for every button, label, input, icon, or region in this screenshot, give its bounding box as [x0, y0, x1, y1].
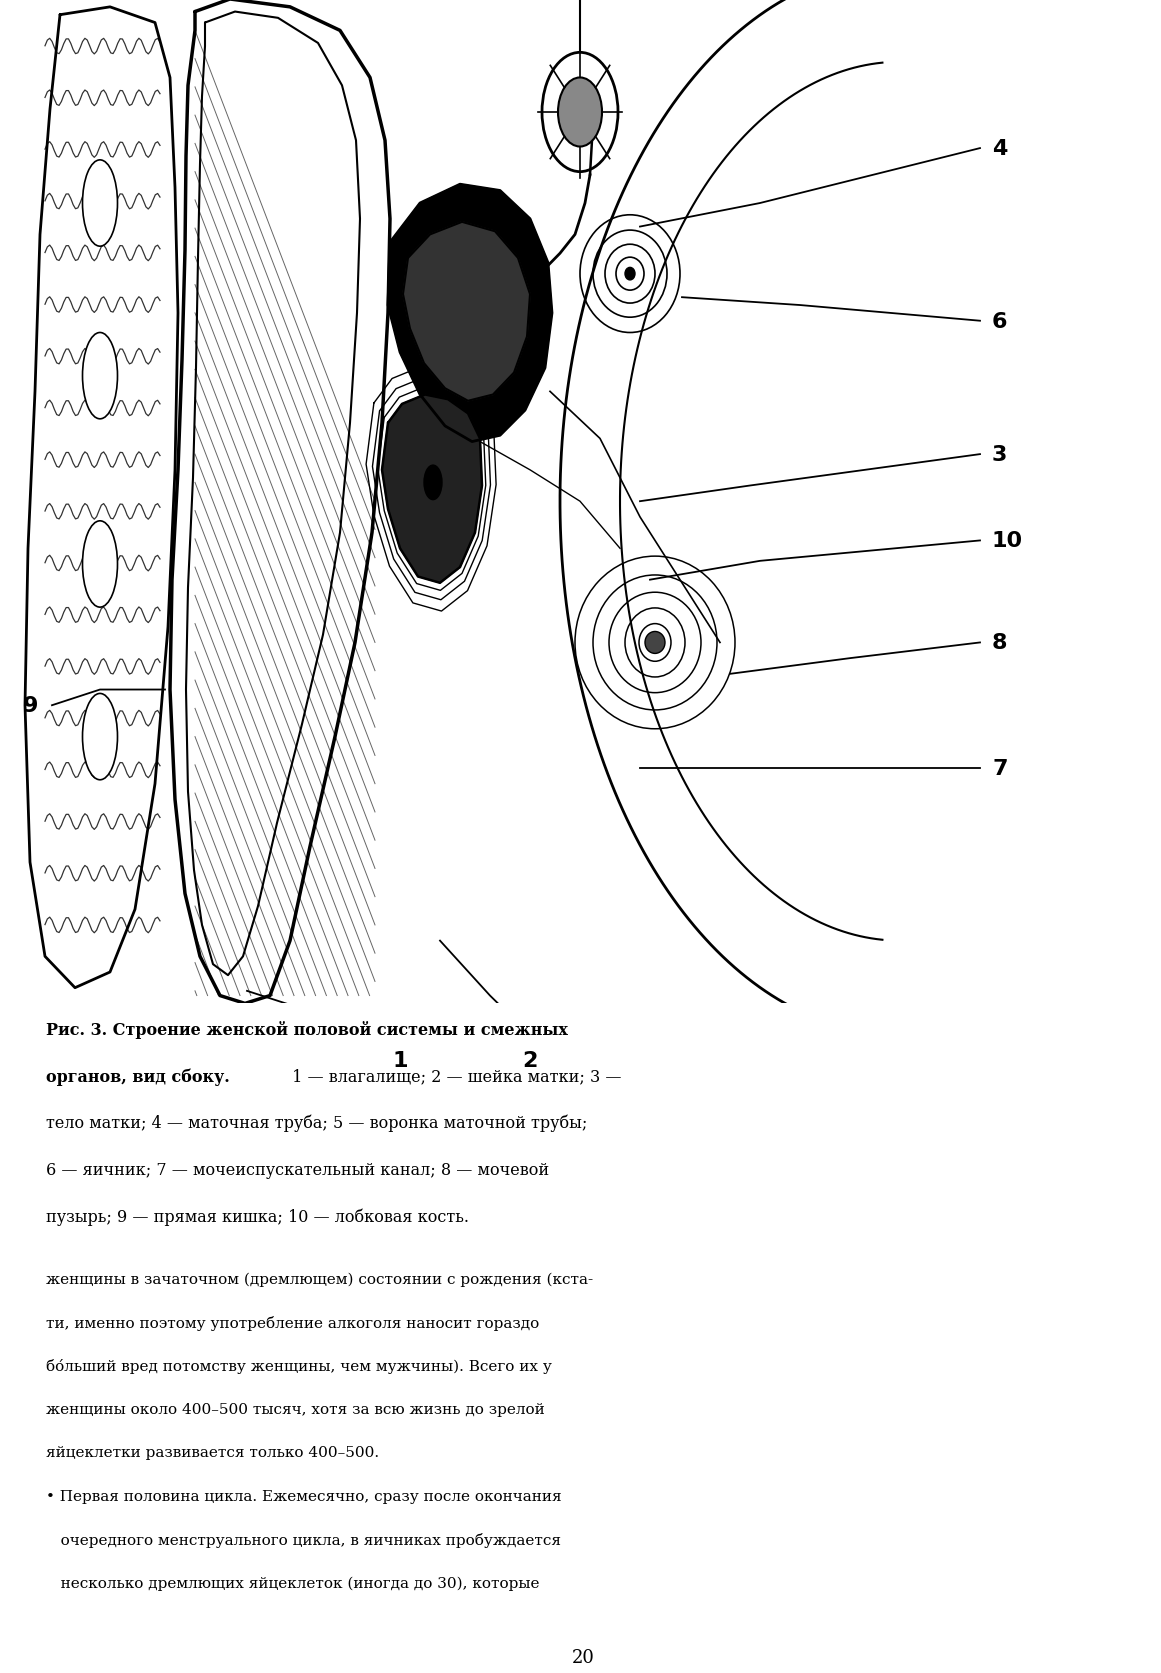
- Text: Рис. 3. Строение женской половой системы и смежных: Рис. 3. Строение женской половой системы…: [46, 1021, 569, 1039]
- Text: 9: 9: [22, 696, 38, 716]
- Text: несколько дремлющих яйцеклеток (иногда до 30), которые: несколько дремлющих яйцеклеток (иногда д…: [46, 1576, 540, 1591]
- Polygon shape: [170, 0, 390, 1004]
- Ellipse shape: [82, 333, 117, 420]
- Ellipse shape: [625, 268, 635, 281]
- Text: пузырь; 9 — прямая кишка; 10 — лобковая кость.: пузырь; 9 — прямая кишка; 10 — лобковая …: [46, 1208, 469, 1225]
- Text: 2: 2: [522, 1051, 538, 1071]
- Text: 6: 6: [991, 311, 1008, 331]
- Text: 4: 4: [991, 139, 1008, 159]
- Text: органов, вид сбоку.: органов, вид сбоку.: [46, 1067, 230, 1084]
- Text: 8: 8: [991, 632, 1008, 652]
- Text: женщины в зачаточном (дремлющем) состоянии с рождения (кста-: женщины в зачаточном (дремлющем) состоян…: [46, 1271, 593, 1287]
- Circle shape: [558, 79, 603, 147]
- Text: ти, именно поэтому употребление алкоголя наносит гораздо: ти, именно поэтому употребление алкоголя…: [46, 1315, 540, 1330]
- Ellipse shape: [82, 522, 117, 607]
- Text: очередного менструального цикла, в яичниках пробуждается: очередного менструального цикла, в яични…: [46, 1532, 562, 1548]
- Ellipse shape: [82, 161, 117, 248]
- Polygon shape: [26, 8, 178, 989]
- Text: женщины около 400–500 тысяч, хотя за всю жизнь до зрелой: женщины около 400–500 тысяч, хотя за всю…: [46, 1402, 546, 1415]
- Polygon shape: [388, 186, 551, 442]
- Polygon shape: [186, 13, 360, 975]
- Text: яйцеклетки развивается только 400–500.: яйцеклетки развивается только 400–500.: [46, 1445, 380, 1459]
- Text: 20: 20: [572, 1648, 594, 1666]
- Text: 10: 10: [991, 530, 1023, 550]
- Text: тело матки; 4 — маточная труба; 5 — воронка маточной трубы;: тело матки; 4 — маточная труба; 5 — воро…: [46, 1114, 587, 1131]
- Ellipse shape: [424, 465, 442, 500]
- Text: 3: 3: [991, 445, 1008, 465]
- Text: 6 — яичник; 7 — мочеиспускательный канал; 8 — мочевой: 6 — яичник; 7 — мочеиспускательный канал…: [46, 1161, 549, 1178]
- Text: бо́льший вред потомству женщины, чем мужчины). Всего их у: бо́льший вред потомству женщины, чем муж…: [46, 1358, 553, 1374]
- Text: 1 — влагалище; 2 — шейка матки; 3 —: 1 — влагалище; 2 — шейка матки; 3 —: [287, 1067, 621, 1084]
- Polygon shape: [382, 395, 482, 584]
- Text: 1: 1: [392, 1051, 408, 1071]
- Ellipse shape: [82, 694, 117, 780]
- Text: • Первая половина цикла. Ежемесячно, сразу после окончания: • Первая половина цикла. Ежемесячно, сра…: [46, 1489, 562, 1502]
- Polygon shape: [403, 223, 531, 402]
- Text: 7: 7: [991, 758, 1008, 778]
- Ellipse shape: [646, 632, 665, 654]
